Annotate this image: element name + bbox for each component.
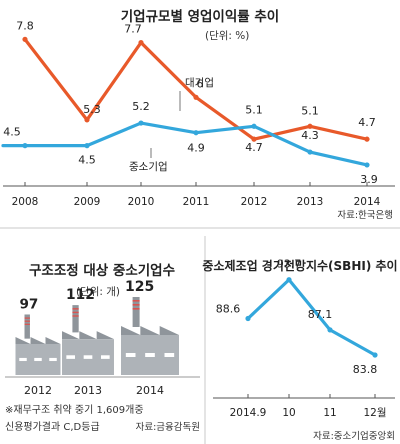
data-label: 4.7 (245, 141, 263, 154)
data-point (286, 277, 292, 283)
factory-roof (15, 336, 61, 344)
data-label: 83.8 (353, 363, 378, 376)
factory-roof (121, 326, 179, 335)
data-label: 4.5 (3, 126, 21, 139)
chart2-footnote: ※재무구조 취약 중기 1,609개중 (5, 404, 144, 416)
chimney-stripe (72, 315, 79, 317)
factory-window (125, 353, 136, 357)
data-label: 4.5 (78, 154, 96, 167)
chimney-stripe (72, 308, 79, 310)
data-label: 5.2 (132, 100, 150, 113)
data-point (84, 117, 90, 123)
data-point (245, 315, 251, 322)
chimney-stripe (24, 320, 30, 322)
data-point (84, 143, 90, 149)
data-label: 4.9 (187, 142, 205, 155)
data-point (193, 130, 199, 136)
data-label: 7.8 (16, 19, 34, 32)
data-point (251, 136, 257, 142)
x-tick-label: 2014.9 (230, 407, 267, 419)
data-label: 93.7 (277, 258, 302, 271)
data-point (327, 327, 333, 333)
chart3-source: 자료:중소기업중앙회 (313, 430, 395, 442)
chimney-stripe (24, 317, 30, 319)
bar-value-label: 97 (19, 296, 38, 312)
data-label: 7.7 (124, 23, 142, 36)
series-line-sbhi (246, 278, 377, 357)
chimney-stripe (72, 311, 79, 314)
data-point (138, 39, 144, 46)
data-label: 5.3 (83, 103, 101, 116)
data-point (307, 149, 313, 155)
x-tick-label: 11 (323, 407, 336, 419)
data-point (138, 120, 144, 126)
chart3-plot: 88.6 2014.9 93.7 10 87.1 11 83.8 12월 (213, 258, 395, 419)
x-tick-label: 2013 (297, 196, 324, 208)
data-label: 5.1 (245, 103, 263, 116)
data-point (22, 36, 28, 42)
factory-roof (62, 331, 114, 340)
chimney-stripe (132, 300, 140, 302)
data-point (364, 136, 370, 142)
chimney-stripe (132, 304, 140, 306)
factory-chimney (132, 297, 140, 327)
chart2-title: 구조조정 대상 중소기업수 (29, 262, 175, 279)
factory-window (34, 357, 42, 362)
legend-sme: 중소기업 (129, 160, 168, 173)
x-tick-label: 2010 (128, 196, 155, 208)
x-tick-label: 2014 (354, 196, 381, 208)
bar-value-label: 112 (66, 287, 95, 303)
factory-window (145, 353, 155, 357)
series-line-sme (1, 121, 369, 167)
factory-window (83, 355, 93, 359)
chart1-title: 기업규모별 영업이익률 추이 (121, 8, 279, 25)
chart1-source: 자료:한국은행 (337, 209, 393, 221)
data-point (193, 94, 199, 100)
chart1-unit: (단위: %) (205, 29, 249, 42)
chart3-title: 중소제조업 경기전망지수(SBHI) 추이 (202, 258, 397, 273)
data-label: 5.1 (301, 104, 319, 117)
factory-chimney (72, 305, 79, 333)
data-label: 4.7 (358, 116, 376, 129)
x-tick-label: 2012 (24, 384, 52, 397)
data-label: 88.6 (216, 303, 241, 316)
chart2-plot: 97 2012 112 2013 125 2014 (5, 279, 200, 397)
x-tick-label: 10 (282, 407, 295, 419)
factory-window (49, 357, 57, 362)
factory-chimney (24, 314, 30, 339)
data-point (307, 123, 313, 129)
data-point (251, 123, 257, 129)
data-point (372, 352, 378, 358)
x-tick-label: 2013 (74, 384, 102, 397)
data-label: 4.3 (301, 129, 319, 142)
factory-window (66, 355, 76, 359)
x-tick-label: 2008 (12, 196, 39, 208)
x-tick-label: 2009 (74, 196, 101, 208)
factory-window (19, 357, 27, 362)
bar-value-label: 125 (125, 279, 154, 295)
chimney-stripe (132, 308, 140, 310)
factory-window (164, 353, 175, 357)
x-tick-label: 2012 (241, 196, 268, 208)
chart2-unit: (단위: 개) (76, 285, 120, 298)
chart1-plot: 2008 2009 2010 2011 2012 2013 2014 7.8 5.3 7.7 6 4.… (1, 19, 395, 208)
x-tick-label: 12월 (363, 407, 386, 419)
chart2-footnote-cont: 신용평가결과 C,D등급 (5, 421, 100, 433)
chart2-source: 자료:금융감독원 (136, 421, 200, 433)
x-tick-label: 2014 (136, 384, 164, 397)
data-point (364, 162, 370, 168)
legend-large: 대기업 (185, 76, 214, 89)
data-label: 6 (197, 77, 204, 90)
data-point (22, 143, 28, 149)
data-label: 3.9 (360, 173, 378, 186)
chimney-stripe (24, 323, 30, 325)
factory-window (100, 355, 110, 359)
data-label: 87.1 (308, 308, 333, 321)
x-tick-label: 2011 (183, 196, 210, 208)
